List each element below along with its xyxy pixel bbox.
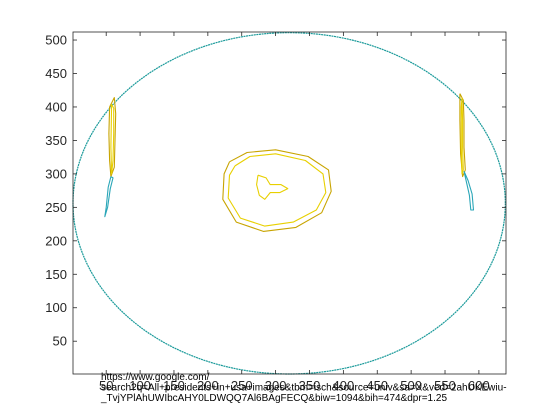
- y-tick-label: 500: [45, 33, 67, 48]
- contour-line-low-6: [104, 176, 114, 218]
- x-tick-label: 550: [434, 378, 456, 393]
- x-tick-label: 300: [265, 378, 287, 393]
- x-axis-label-line: _TvjYPlAhUWIbcAHY0LDWQQ7Al6BAgFECQ&biw=1…: [100, 393, 447, 404]
- x-tick-label: 450: [366, 378, 388, 393]
- x-tick-label: 250: [231, 378, 253, 393]
- contour-line-top-3: [256, 174, 289, 200]
- contour-line-high-4: [108, 97, 117, 178]
- x-tick-label: 600: [468, 378, 490, 393]
- y-tick-label: 50: [53, 334, 67, 349]
- y-tick-label: 450: [45, 66, 67, 81]
- contour-line-high-1: [222, 149, 332, 232]
- x-tick-label: 500: [400, 378, 422, 393]
- contour-line-mid-8: [460, 97, 464, 175]
- x-tick-label: 50: [99, 378, 113, 393]
- y-tick-label: 200: [45, 233, 67, 248]
- contour-line-low-9: [463, 170, 475, 211]
- x-tick-label: 150: [163, 378, 185, 393]
- y-tick-label: 250: [45, 200, 67, 215]
- x-tick-label: 350: [299, 378, 321, 393]
- y-tick-label: 100: [45, 300, 67, 315]
- x-axis-label-line: https://www.google.com/: [101, 372, 210, 383]
- contour-line-mid-5: [110, 104, 115, 175]
- x-axis-label: https://www.google.com/search?q=All+pres…: [100, 372, 507, 404]
- contour-layer: [72, 32, 506, 375]
- x-tick-labels: 50 100 150 200 250 300 350 400 450 500 550 600: [99, 378, 490, 393]
- x-tick-label: 400: [333, 378, 355, 393]
- x-axis-label-line: search?q=All+presidents+in+usa+images&tb…: [101, 383, 507, 394]
- x-tick-label: 200: [197, 378, 219, 393]
- y-tick-label: 350: [45, 133, 67, 148]
- y-tick-label: 400: [45, 99, 67, 114]
- y-tick-label: 300: [45, 166, 67, 181]
- contour-line-low-0: [72, 32, 506, 375]
- axes-frame: [72, 31, 507, 375]
- contour-line-high-7: [459, 93, 466, 178]
- y-tick-label: 150: [45, 267, 67, 282]
- contour-line-mid-2: [227, 153, 327, 227]
- y-tick-labels: 50 100 150 200 250 300 350 400 450 500: [45, 33, 67, 349]
- axes-layer: [72, 31, 507, 375]
- x-tick-label: 100: [129, 378, 151, 393]
